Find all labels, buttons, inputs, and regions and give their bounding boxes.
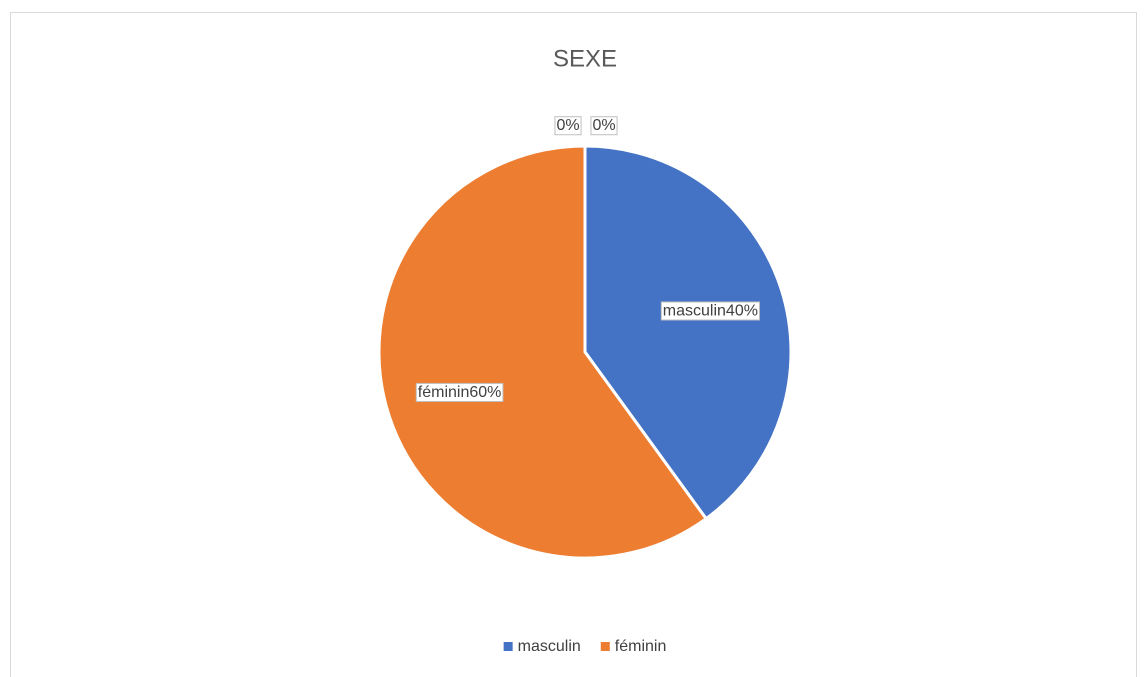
- legend-label: masculin: [518, 638, 581, 655]
- data-label: 0%: [592, 117, 615, 134]
- label-box: [660, 301, 760, 321]
- data-label: masculin40%: [663, 302, 758, 319]
- data-label: 0%: [556, 117, 579, 134]
- pie-slice: [583, 144, 793, 521]
- chart-title: SEXE: [553, 45, 617, 72]
- pie-slice: [377, 144, 709, 560]
- label-box: [554, 116, 582, 136]
- data-label: féminin60%: [418, 384, 502, 401]
- legend-label: féminin: [615, 638, 667, 655]
- legend-swatch: [503, 642, 513, 651]
- label-box: [590, 116, 618, 136]
- label-box: [415, 382, 504, 402]
- legend-swatch: [600, 642, 610, 651]
- legend: masculin féminin: [503, 638, 667, 655]
